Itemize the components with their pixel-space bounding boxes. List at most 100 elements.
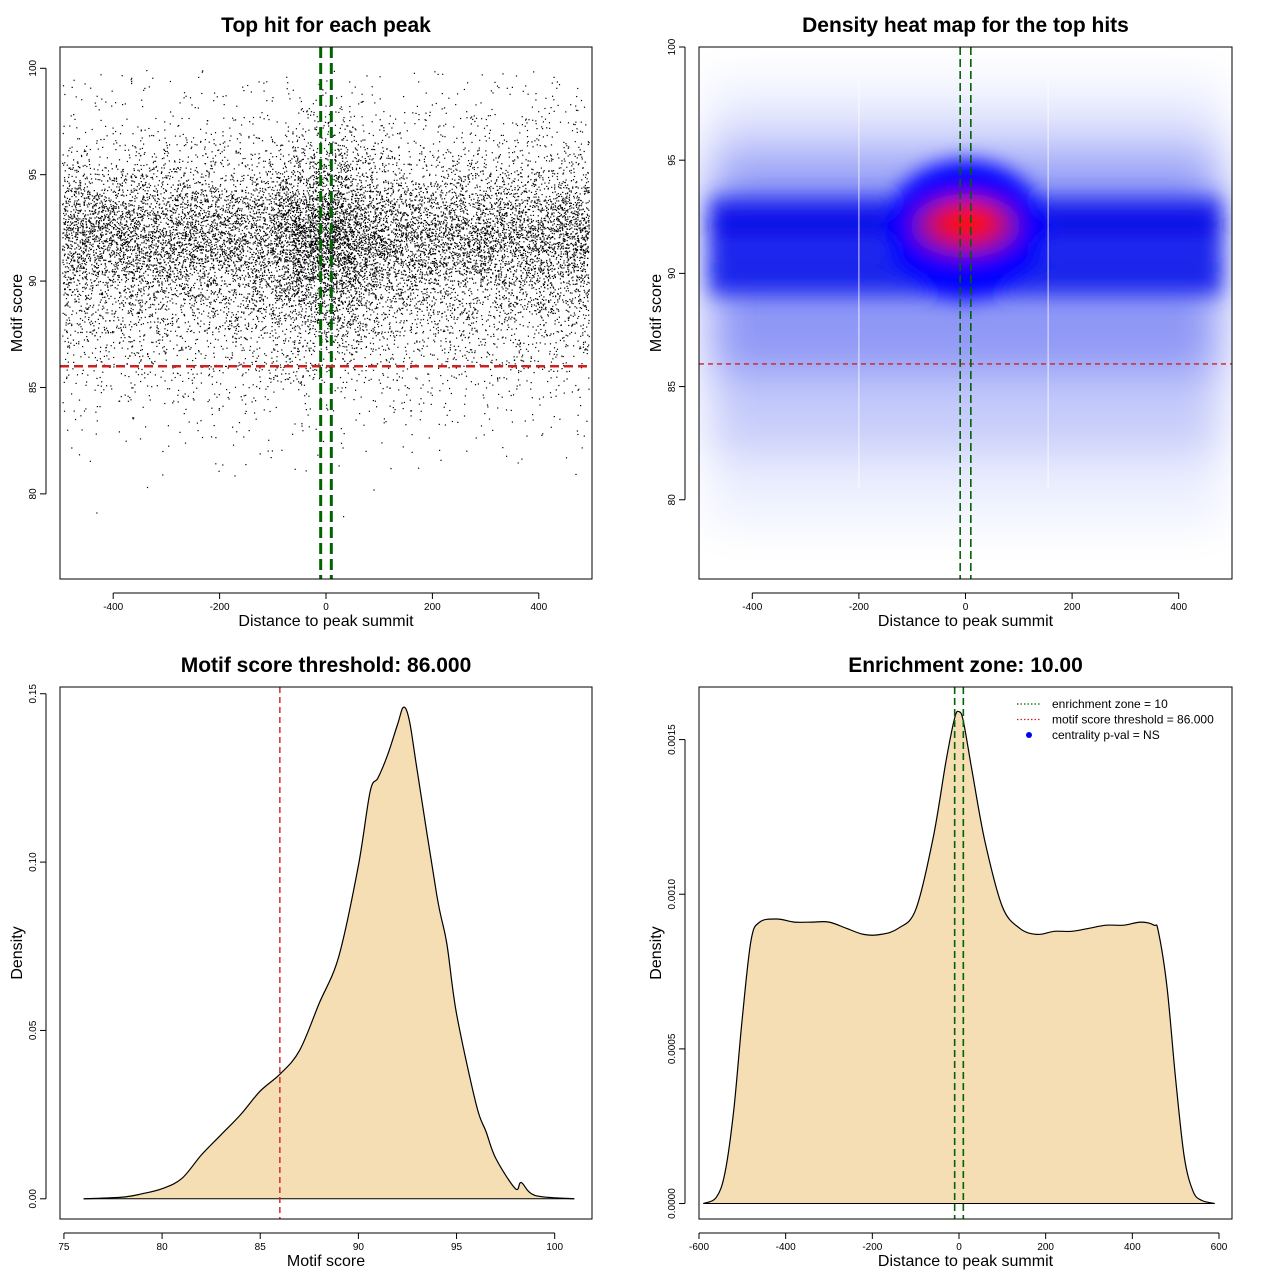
scatter-point [279, 291, 281, 293]
scatter-point [269, 286, 271, 288]
scatter-point [313, 183, 315, 185]
scatter-point [289, 377, 291, 379]
scatter-point [570, 220, 572, 222]
scatter-point [107, 208, 109, 210]
scatter-point [406, 219, 408, 221]
scatter-point [224, 211, 226, 213]
scatter-point [161, 265, 163, 268]
scatter-point [482, 170, 484, 172]
scatter-point [293, 155, 295, 157]
scatter-point [583, 190, 585, 192]
scatter-point [538, 260, 540, 262]
scatter-point [383, 256, 385, 258]
scatter-point [279, 364, 282, 366]
scatter-point [385, 359, 387, 361]
scatter-point [122, 340, 124, 342]
scatter-point [312, 216, 314, 218]
scatter-point [468, 237, 470, 239]
scatter-point [426, 235, 429, 237]
scatter-point [485, 269, 487, 271]
scatter-point [566, 228, 568, 230]
scatter-point [294, 199, 296, 201]
scatter-point [353, 178, 355, 180]
scatter-point [177, 216, 180, 218]
scatter-point [342, 258, 344, 260]
scatter-point [99, 253, 101, 255]
scatter-point [213, 171, 215, 173]
scatter-point [317, 229, 319, 231]
scatter-point [451, 220, 453, 222]
scatter-point [371, 309, 373, 311]
scatter-point [223, 217, 226, 219]
scatter-point [313, 228, 315, 230]
scatter-point [360, 302, 362, 305]
scatter-point [184, 302, 186, 305]
scatter-point [268, 272, 270, 274]
scatter-point [337, 387, 339, 389]
scatter-point [580, 277, 583, 279]
scatter-point [519, 225, 522, 227]
scatter-point [475, 193, 477, 195]
scatter-point [553, 170, 555, 172]
scatter-point [270, 276, 272, 279]
scatter-point [296, 226, 298, 228]
scatter-point [370, 329, 373, 332]
scatter-point [587, 276, 589, 278]
scatter-point [176, 268, 178, 270]
scatter-point [549, 350, 551, 353]
scatter-point [144, 87, 146, 89]
scatter-point [447, 262, 449, 264]
scatter-point [344, 238, 346, 240]
scatter-point [162, 271, 164, 274]
scatter-point [545, 330, 547, 332]
scatter-point [178, 264, 180, 266]
scatter-point [110, 295, 112, 297]
scatter-point [128, 241, 130, 243]
scatter-point [351, 229, 353, 231]
scatter-point [511, 334, 513, 336]
scatter-point [312, 207, 314, 209]
scatter-point [351, 134, 353, 136]
scatter-point [130, 236, 132, 238]
scatter-point [554, 312, 556, 314]
scatter-point [343, 256, 345, 258]
scatter-point [220, 309, 222, 311]
scatter-point [333, 316, 335, 318]
scatter-point [485, 193, 487, 195]
scatter-point [196, 245, 198, 247]
scatter-point [75, 207, 77, 209]
scatter-point [172, 323, 174, 325]
scatter-point [518, 233, 520, 235]
scatter-point [471, 351, 473, 353]
scatter-point [471, 329, 473, 331]
scatter-point [305, 227, 307, 229]
scatter-point [172, 229, 175, 231]
scatter-point [129, 227, 131, 229]
scatter-point [370, 314, 372, 316]
scatter-point [494, 317, 496, 319]
scatter-point [207, 250, 209, 253]
scatter-point [588, 191, 590, 193]
scatter-point [289, 98, 291, 100]
scatter-point [271, 450, 273, 452]
scatter-point [385, 199, 388, 201]
scatter-point [159, 232, 162, 234]
scatter-point [441, 349, 443, 351]
scatter-point [552, 172, 554, 174]
scatter-point [228, 311, 230, 313]
scatter-point [403, 241, 406, 243]
scatter-point [313, 225, 315, 227]
scatter-point [223, 298, 225, 300]
scatter-point [341, 352, 343, 354]
scatter-point [278, 150, 280, 152]
scatter-point [405, 199, 407, 201]
scatter-point [531, 287, 533, 289]
scatter-point [140, 209, 142, 211]
scatter-point [588, 226, 590, 228]
scatter-point [578, 300, 580, 302]
scatter-point [122, 255, 124, 257]
scatter-point [492, 228, 494, 230]
scatter-point [458, 219, 460, 221]
scatter-point [404, 346, 406, 348]
scatter-point [200, 258, 202, 260]
